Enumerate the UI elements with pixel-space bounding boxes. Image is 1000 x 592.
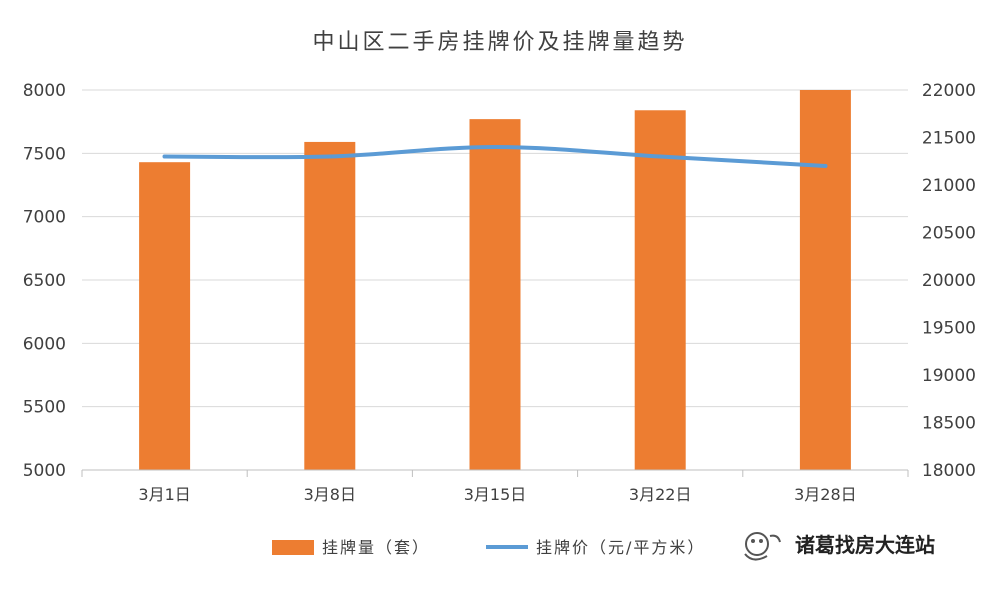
bar [634, 110, 686, 471]
right-tick-label: 22000 [922, 81, 976, 101]
category-label: 3月1日 [138, 485, 190, 504]
right-tick-label: 19500 [922, 319, 976, 339]
line-layer [162, 144, 828, 168]
left-axis: 5000 5500 6000 6500 7000 7500 8000 [23, 81, 66, 481]
right-tick-label: 21500 [922, 129, 976, 149]
right-tick-label: 18500 [922, 414, 976, 434]
bar [799, 90, 851, 470]
left-tick-label: 7500 [23, 144, 66, 164]
bars-layer [139, 90, 851, 471]
right-tick-label: 18000 [922, 461, 976, 481]
left-tick-label: 6000 [23, 334, 66, 354]
line-point [162, 154, 167, 159]
line-point [493, 145, 497, 149]
left-tick-label: 6500 [23, 271, 66, 291]
watermark-text: 诸葛找房大连站 [795, 533, 935, 557]
line-point [327, 154, 332, 159]
category-label: 3月28日 [794, 485, 857, 504]
legend-line-label: 挂牌价（元/平方米） [536, 538, 705, 557]
legend-bar-label: 挂牌量（套） [322, 538, 430, 557]
left-tick-label: 7000 [23, 208, 66, 228]
category-label: 3月22日 [629, 485, 692, 504]
watermark: 诸葛找房大连站 [744, 532, 935, 561]
bar [304, 141, 356, 470]
category-label: 3月8日 [304, 485, 356, 504]
legend-bar-swatch [272, 540, 314, 555]
right-tick-label: 20500 [922, 224, 976, 244]
right-axis: 18000 18500 19000 19500 20000 20500 21000 21500… [922, 81, 976, 481]
line-point [823, 164, 828, 168]
left-tick-label: 5000 [23, 461, 66, 481]
line-point [658, 154, 663, 159]
watermark-logo-icon [744, 532, 781, 561]
bar [139, 162, 191, 470]
left-tick-label: 8000 [23, 81, 66, 101]
left-tick-label: 5500 [23, 398, 66, 418]
bar [469, 119, 521, 470]
right-tick-label: 20000 [922, 271, 976, 291]
category-label: 3月15日 [464, 485, 527, 504]
legend: 挂牌量（套） 挂牌价（元/平方米） [272, 538, 705, 557]
x-axis: 3月1日 3月8日 3月15日 3月22日 3月28日 [81, 469, 909, 504]
chart-title: 中山区二手房挂牌价及挂牌量趋势 [312, 30, 687, 55]
right-tick-label: 19000 [922, 366, 976, 386]
right-tick-label: 21000 [922, 176, 976, 196]
